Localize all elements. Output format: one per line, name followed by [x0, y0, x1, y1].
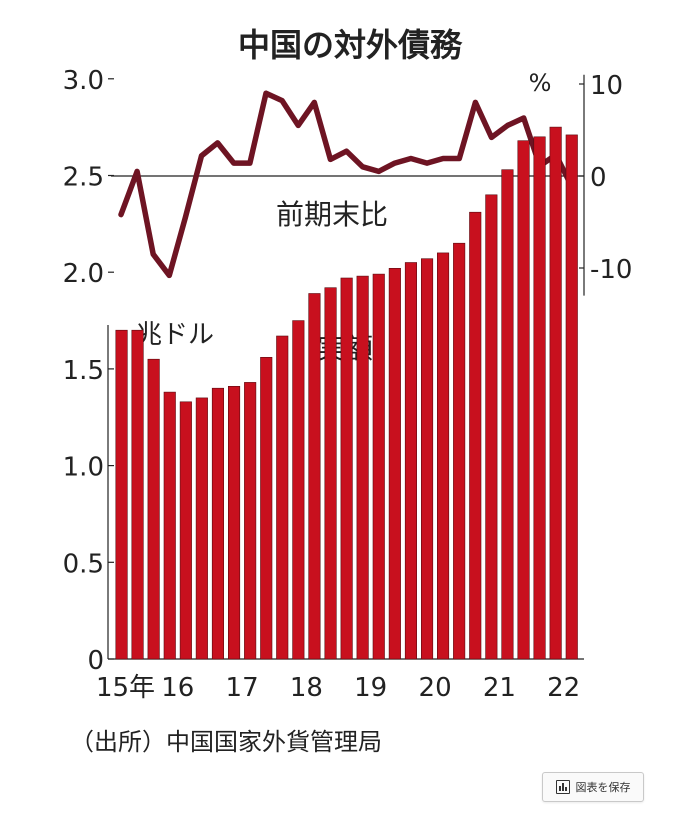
- change-point: [408, 156, 414, 161]
- change-point: [118, 212, 124, 217]
- change-point: [199, 153, 204, 158]
- bar: [260, 356, 273, 660]
- change-point: [247, 160, 253, 166]
- unit-label: %: [529, 69, 552, 97]
- bar: [420, 258, 434, 660]
- change-point: [296, 123, 301, 128]
- x-tick-label: 15年: [96, 673, 155, 703]
- bar: [147, 358, 160, 660]
- change-point: [134, 169, 140, 174]
- unit-label: 兆ドル: [136, 320, 214, 350]
- y-tick-label: 10: [590, 71, 623, 101]
- bar: [324, 287, 337, 660]
- change-point: [151, 252, 156, 257]
- x-tick-label: 21: [483, 673, 516, 703]
- bar: [469, 211, 482, 660]
- change-point: [440, 156, 446, 161]
- bar: [436, 252, 450, 660]
- change-point: [457, 156, 462, 161]
- bar: [501, 169, 514, 660]
- bar: [549, 126, 562, 660]
- bar-chart-amount: 00.51.01.52.02.53.0兆ドル実額15年1617181920212…: [63, 66, 584, 703]
- change-point: [505, 123, 510, 128]
- bar: [485, 194, 498, 660]
- bar: [340, 277, 353, 660]
- chart-title: 中国の対外債務: [238, 26, 463, 64]
- y-tick-label: 1.0: [63, 453, 104, 483]
- bar: [453, 242, 466, 660]
- bar: [372, 273, 385, 660]
- y-tick-label: 2.0: [63, 259, 104, 289]
- bar: [517, 140, 530, 660]
- source-note: （出所）中国国家外貨管理局: [70, 728, 382, 756]
- change-point: [167, 273, 172, 278]
- bar: [388, 267, 401, 660]
- change-point: [360, 164, 365, 169]
- bar: [131, 329, 144, 660]
- y-tick-label: -10: [590, 255, 632, 285]
- change-point: [312, 100, 317, 105]
- y-tick-label: 2.5: [63, 163, 104, 193]
- bar: [404, 262, 418, 660]
- change-point: [376, 169, 381, 174]
- x-tick-label: 17: [226, 673, 259, 703]
- change-point: [215, 140, 220, 146]
- bar: [211, 387, 224, 660]
- y-tick-label: 3.0: [63, 66, 104, 96]
- x-tick-label: 18: [290, 673, 323, 703]
- series-label: 前期末比: [276, 198, 388, 231]
- change-point: [183, 215, 188, 220]
- bar: [195, 397, 208, 660]
- x-tick-label: 16: [161, 673, 194, 703]
- y-tick-label: 0: [590, 163, 607, 193]
- change-point: [521, 115, 526, 121]
- bar: [163, 391, 176, 660]
- change-point: [344, 149, 349, 154]
- save-chart-label: 図表を保存: [575, 781, 631, 794]
- change-point: [263, 91, 269, 96]
- y-tick-label: 1.5: [63, 356, 104, 386]
- change-point: [424, 160, 430, 166]
- bar: [533, 136, 546, 660]
- y-tick-label: 0: [87, 646, 104, 676]
- x-tick-label: 22: [547, 673, 580, 703]
- change-point: [279, 98, 285, 103]
- save-chart-button[interactable]: 図表を保存: [542, 772, 644, 802]
- bar: [228, 385, 241, 660]
- line-chart-change: 10 0 -10% 前期末比: [111, 69, 632, 296]
- y-tick-label: 0.5: [63, 549, 104, 579]
- change-point: [231, 160, 236, 166]
- bar: [292, 320, 305, 660]
- change-point: [489, 135, 494, 140]
- bar: [308, 293, 321, 660]
- bar: [565, 134, 578, 660]
- bar: [115, 329, 128, 660]
- bar: [179, 401, 192, 660]
- change-point: [473, 100, 478, 105]
- bar: [276, 335, 289, 660]
- x-tick-label: 20: [419, 673, 452, 703]
- bar-chart-icon: [555, 780, 570, 794]
- change-point: [392, 160, 397, 166]
- change-point: [328, 157, 333, 162]
- bar: [356, 275, 369, 660]
- x-tick-label: 19: [354, 673, 387, 703]
- bar: [244, 382, 257, 660]
